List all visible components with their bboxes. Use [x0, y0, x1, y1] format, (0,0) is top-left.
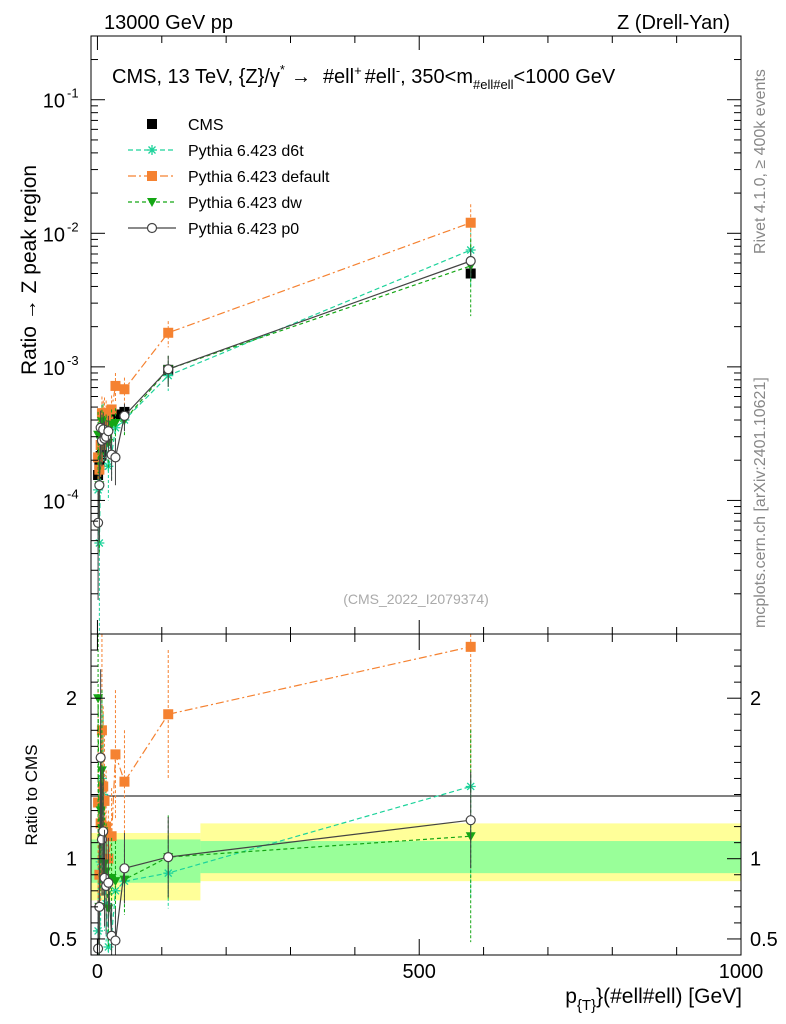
ratio-point	[98, 826, 109, 837]
ratio-point	[101, 821, 112, 832]
legend-label: Pythia 6.423 dw	[188, 195, 302, 212]
main-point	[96, 417, 107, 427]
legend-label: CMS	[188, 117, 224, 134]
watermark: (CMS_2022_I2079374)	[343, 591, 489, 607]
ratio-point	[110, 877, 121, 887]
ratio-point	[96, 766, 107, 776]
x-axis-label: p{T}}(#ell#ell) [GeV]	[565, 985, 742, 1014]
main-series-line	[97, 222, 471, 470]
legend: CMS Pythia 6.423 d6t Pythia 6.423 default P…	[128, 117, 330, 238]
x-tick-label: 500	[403, 961, 436, 983]
mcplots-label: mcplots.cern.ch [arXiv:2401.10621]	[752, 377, 769, 628]
main-series-0	[93, 266, 476, 481]
legend-marker	[146, 222, 158, 234]
x-tick-label: 0	[92, 961, 103, 983]
legend-marker	[147, 119, 157, 129]
y-tick-label-exponent: -3	[67, 353, 79, 368]
y-tick-label-exponent: -4	[67, 486, 79, 501]
ratio-point	[163, 851, 174, 863]
ratio-y-tick-label-right: 1	[750, 849, 761, 871]
main-series-1	[93, 227, 476, 634]
ratio-point	[103, 877, 114, 888]
ratio-point	[465, 815, 476, 826]
ratio-point	[103, 941, 114, 952]
ratio-point	[119, 776, 130, 787]
main-point	[163, 327, 174, 338]
y-tick-label: 10	[43, 491, 65, 513]
ratio-point	[106, 831, 117, 842]
legend-label: Pythia 6.423 default	[188, 169, 330, 186]
main-point	[163, 364, 174, 375]
ratio-point	[110, 749, 121, 760]
main-point	[119, 384, 130, 395]
ratio-point	[163, 709, 174, 720]
main-series-line	[97, 260, 471, 523]
legend-label: Pythia 6.423 p0	[188, 221, 299, 238]
ratio-point	[110, 935, 121, 946]
ratio-frame	[90, 633, 742, 956]
main-point	[465, 255, 476, 267]
ratio-y-tick-label: 0.5	[49, 929, 77, 951]
header-right: Z (Drell-Yan)	[617, 12, 730, 34]
ratio-ylabel: Ratio to CMS	[22, 744, 41, 845]
ratio-series-3	[92, 669, 476, 955]
header-left: 13000 GeV pp	[104, 12, 233, 34]
legend-marker	[147, 145, 157, 155]
ratio-point	[465, 641, 476, 652]
main-series-2	[93, 204, 476, 514]
main-point	[110, 380, 121, 391]
main-point	[103, 426, 114, 437]
ratio-point	[99, 795, 110, 806]
ratio-y-tick-label-right: 0.5	[750, 929, 778, 951]
main-ylabel: Ratio → Z peak region	[18, 165, 41, 375]
y-tick-label: 10	[43, 224, 65, 246]
legend-label: Pythia 6.423 d6t	[188, 143, 304, 160]
legend-marker	[147, 171, 157, 181]
rivet-label: Rivet 4.1.0, ≥ 400k events	[752, 69, 769, 254]
y-tick-label: 10	[43, 91, 65, 113]
ratio-series-0	[93, 674, 476, 956]
main-point	[94, 538, 105, 549]
main-panel: 10-410-310-210-1 CMS, 13 TeV, {Z}/γ* → #el…	[18, 35, 742, 635]
ratio-panel: 0.5 0.5 1 1 2 2 0 500 1000 Ratio to CMS p{T}}(#e…	[22, 633, 778, 1014]
legend-marker	[147, 198, 157, 207]
ratio-y-tick-label-right: 2	[750, 688, 761, 710]
x-tick-label: 1000	[719, 961, 764, 983]
ratio-point	[93, 797, 104, 808]
ratio-y-tick-label: 2	[66, 688, 77, 710]
main-point	[110, 418, 121, 428]
ratio-series-1	[93, 634, 476, 955]
main-point	[119, 410, 130, 421]
ratio-point	[119, 863, 130, 874]
main-series-3	[93, 239, 476, 554]
ratio-point	[92, 943, 104, 954]
main-series-line	[97, 249, 471, 544]
main-point	[94, 480, 105, 491]
y-tick-label-exponent: -2	[67, 219, 79, 234]
ratio-point	[110, 885, 121, 896]
main-point	[92, 517, 104, 528]
y-tick-label-exponent: -1	[67, 86, 79, 101]
y-tick-label: 10	[43, 358, 65, 380]
ratio-series-2	[93, 634, 476, 955]
main-point	[110, 452, 121, 463]
main-point	[465, 217, 476, 228]
main-series-line	[97, 265, 471, 486]
main-series-4	[92, 248, 476, 600]
ratio-point	[95, 752, 106, 763]
main-title-prefix: CMS, 13 TeV, {Z}/γ* → #ell+ #ell-, 350<m#el…	[112, 62, 616, 92]
ratio-y-tick-label: 1	[66, 849, 77, 871]
